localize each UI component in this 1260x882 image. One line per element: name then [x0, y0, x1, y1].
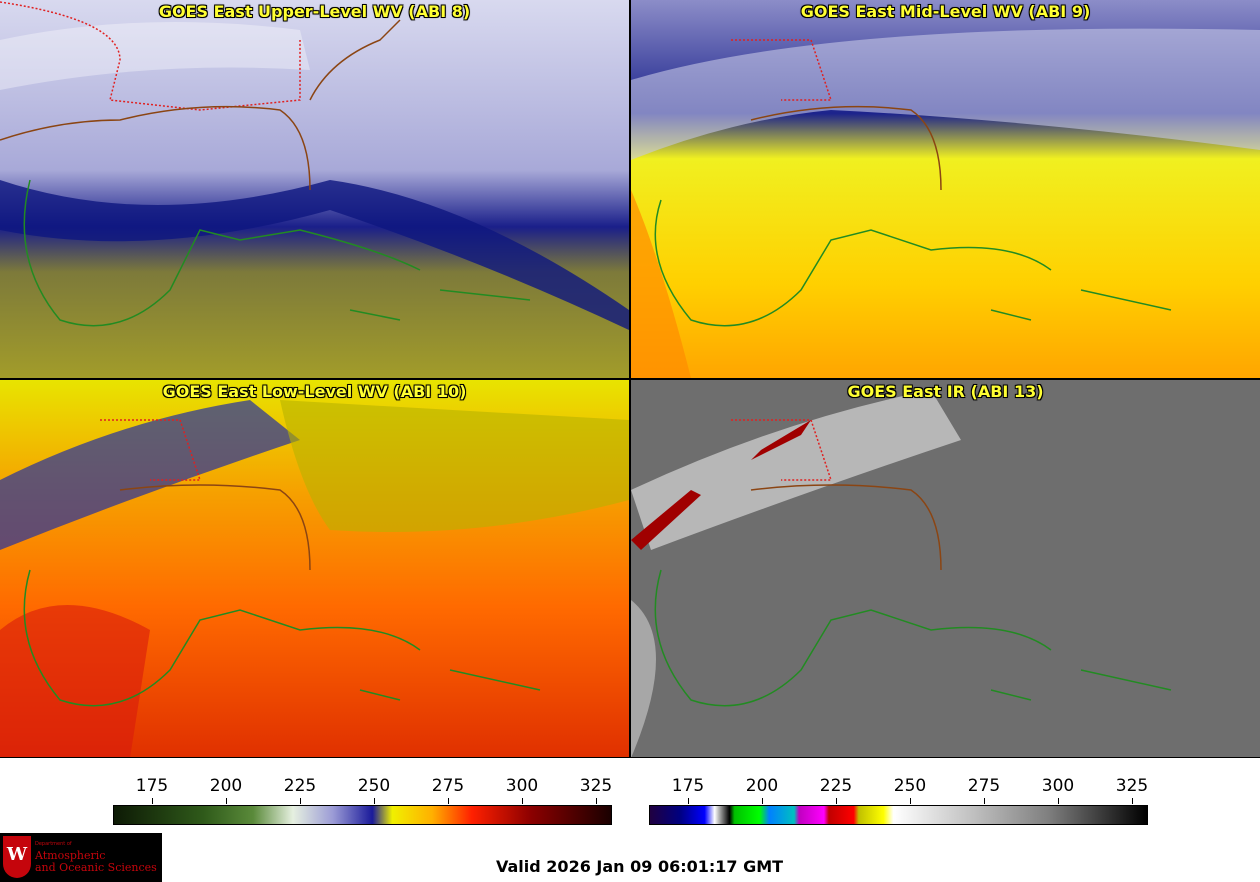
valid-time: Valid 2026 Jan 09 06:01:17 GMT	[496, 857, 784, 876]
uw-crest-icon: W	[3, 836, 31, 878]
tick-label: 300	[505, 776, 539, 796]
mid-level-wv-imagery	[631, 0, 1260, 378]
tick-label: 250	[357, 776, 391, 796]
tick-mark	[984, 798, 985, 804]
panel-mid-level-wv: GOES East Mid-Level WV (ABI 9)	[631, 0, 1260, 378]
horizontal-divider	[0, 378, 1260, 380]
ir-imagery	[631, 380, 1260, 758]
tick-label: 300	[1041, 776, 1075, 796]
tick-mark	[152, 798, 153, 804]
tick-mark	[910, 798, 911, 804]
tick-label: 175	[671, 776, 705, 796]
tick-label: 200	[745, 776, 779, 796]
tick-label: 325	[1115, 776, 1149, 796]
wv-colorbar	[113, 805, 612, 825]
logo-line-1: Atmospheric	[35, 849, 106, 862]
tick-label: 200	[209, 776, 243, 796]
upper-level-wv-imagery	[0, 0, 629, 378]
panel-title: GOES East Low-Level WV (ABI 10)	[162, 382, 467, 401]
tick-label: 225	[283, 776, 317, 796]
tick-mark	[226, 798, 227, 804]
panel-title: GOES East IR (ABI 13)	[847, 382, 1044, 401]
wv-colorbar-ticks: 175 200 225 250 275 300 325	[113, 776, 612, 806]
tick-mark	[374, 798, 375, 804]
bottom-border	[0, 757, 1260, 758]
panel-ir: GOES East IR (ABI 13)	[631, 380, 1260, 758]
tick-mark	[300, 798, 301, 804]
logo-line-2: and Oceanic Sciences	[35, 861, 157, 874]
aos-logo: W Department of Atmospheric and Oceanic …	[0, 833, 162, 882]
ir-colorbar	[649, 805, 1148, 825]
tick-label: 275	[967, 776, 1001, 796]
panel-upper-level-wv: GOES East Upper-Level WV (ABI 8)	[0, 0, 629, 378]
tick-mark	[522, 798, 523, 804]
tick-mark	[1058, 798, 1059, 804]
tick-label: 175	[135, 776, 169, 796]
tick-label: 325	[579, 776, 613, 796]
panel-title: GOES East Upper-Level WV (ABI 8)	[158, 2, 471, 21]
tick-mark	[448, 798, 449, 804]
panel-title: GOES East Mid-Level WV (ABI 9)	[800, 2, 1091, 21]
tick-mark	[1132, 798, 1133, 804]
ir-colorbar-ticks: 175 200 225 250 275 300 325	[649, 776, 1148, 806]
tick-mark	[762, 798, 763, 804]
tick-label: 275	[431, 776, 465, 796]
panel-low-level-wv: GOES East Low-Level WV (ABI 10)	[0, 380, 629, 758]
tick-mark	[836, 798, 837, 804]
tick-mark	[596, 798, 597, 804]
low-level-wv-imagery	[0, 380, 629, 758]
logo-small-text: Department of	[35, 841, 72, 847]
tick-label: 225	[819, 776, 853, 796]
tick-label: 250	[893, 776, 927, 796]
tick-mark	[688, 798, 689, 804]
